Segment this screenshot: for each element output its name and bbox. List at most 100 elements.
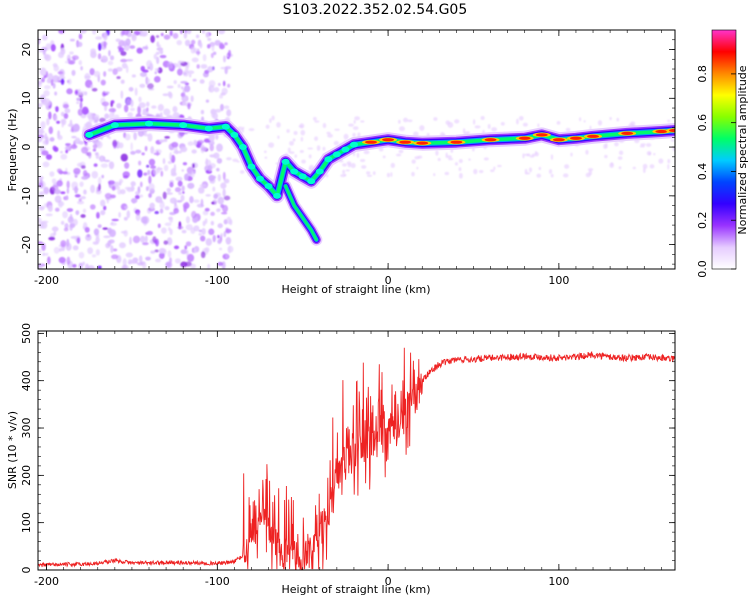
spectrogram-noise-blob (353, 119, 356, 124)
spectrogram-noise-blob (47, 256, 51, 265)
spectrogram-noise-blob (69, 51, 74, 55)
track-hotspot (552, 138, 565, 142)
spectrogram-noise-blob (156, 150, 159, 157)
spectrogram-noise-blob (142, 46, 149, 50)
spectrogram-y-axis-label: Frequency (Hz) (6, 109, 19, 192)
spectrogram-noise-blob (89, 68, 95, 76)
spectrogram-noise-blob (398, 119, 401, 124)
spectrogram-noise-blob (294, 154, 298, 158)
spectrogram-noise-blob (60, 78, 65, 85)
spectrogram-noise-blob (81, 165, 86, 169)
spectrogram-noise-blob (208, 228, 215, 236)
spectrogram-noise-blob (162, 93, 169, 97)
spectrogram-noise-blob (129, 236, 132, 245)
spectrogram-frame (37, 29, 676, 270)
spectrogram-noise-blob (154, 211, 159, 215)
spectrogram-noise-blob (667, 163, 670, 170)
spectrogram-noise-blob (173, 245, 180, 250)
spectrogram-noise-blob (159, 139, 165, 143)
spectrogram-noise-blob (213, 193, 219, 199)
spectrogram-noise-blob (63, 103, 69, 109)
spectrogram-noise-blob (58, 248, 63, 252)
spectrogram-noise-blob (480, 115, 485, 121)
spectrogram-noise-blob (67, 216, 74, 224)
spectrogram-noise-blob (145, 256, 151, 261)
spectrogram-noise-blob (181, 95, 189, 103)
spectrogram-noise-blob (146, 230, 153, 236)
spectrogram-noise-blob (126, 187, 133, 192)
spectrogram-noise-blob (100, 163, 108, 168)
spectrogram-noise-blob (199, 79, 205, 84)
spectrogram-noise-blob (60, 220, 65, 225)
spectrogram-noise-blob (639, 144, 645, 148)
spectrogram-noise-blob (214, 39, 221, 46)
track-hotspot (621, 131, 634, 136)
spectrogram-noise-blob (64, 222, 69, 229)
spectrogram-y-ticks: 20 10 0 -10 -20 (20, 29, 675, 265)
spectrogram-noise-blob (411, 159, 416, 164)
spectrogram-noise-blob (108, 49, 111, 57)
spectrogram-noise-blob (221, 211, 228, 215)
track-blob (273, 192, 282, 199)
spectrogram-noise-blob (180, 146, 188, 153)
spectrogram-y-tick-label: -10 (20, 187, 33, 205)
spectrogram-noise-blob (497, 164, 502, 168)
spectrogram-noise-blob (125, 38, 131, 46)
spectrogram-noise-blob (158, 247, 166, 254)
track-hotspot (399, 140, 412, 144)
spectrogram-noise-blob (200, 198, 204, 207)
spectrogram-noise-blob (219, 43, 225, 50)
chart-title: S103.2022.352.02.54.G05 (283, 2, 468, 18)
snr-y-tick-label: 0 (20, 567, 33, 574)
spectrogram-noise-blob (487, 123, 491, 129)
spectrogram-noise-blob (169, 182, 174, 188)
spectrogram-noise-blob (248, 128, 255, 132)
spectrogram-noise-blob (352, 132, 356, 138)
colorbar-ramp (711, 29, 737, 270)
track-blob (281, 158, 290, 165)
spectrogram-noise-blob (149, 202, 155, 209)
spectrogram-noise-blob (133, 132, 137, 141)
spectrogram-noise-blob (88, 151, 92, 159)
spectrogram-noise-blob (94, 152, 99, 156)
spectrogram-noise-blob (104, 193, 112, 199)
spectrogram-noise-blob (188, 73, 192, 78)
track-blob (341, 146, 350, 153)
spectrogram-noise-blob (38, 134, 45, 138)
spectrogram-noise-blob (139, 181, 143, 188)
spectrogram-noise-blob (111, 186, 116, 191)
track-hotspot (450, 140, 463, 144)
spectrogram-noise-blob (148, 193, 152, 198)
spectrogram-noise-blob (144, 235, 148, 243)
spectrogram-noise-blob (186, 30, 192, 35)
spectrogram-noise-blob (314, 136, 319, 141)
spectrogram-noise-blob (45, 252, 49, 257)
spectrogram-noise-blob (176, 39, 182, 46)
spectrogram-noise-blob (366, 171, 371, 175)
spectrogram-noise-blob (125, 65, 129, 74)
spectrogram-noise-blob (79, 181, 84, 187)
spectrogram-noise-blob (101, 174, 105, 179)
spectrogram-noise-blob (100, 209, 106, 216)
spectrogram-noise-blob (78, 60, 83, 66)
spectrogram-noise-blob (220, 182, 227, 189)
spectrogram-noise-blob (91, 254, 97, 258)
spectrogram-noise-blob (217, 261, 224, 267)
spectrogram-noise-blob (53, 114, 58, 122)
spectrogram-noise-blob (587, 168, 594, 172)
spectrogram-noise-blob (109, 55, 115, 61)
spectrogram-noise-blob (178, 191, 182, 196)
spectrogram-noise-blob (214, 108, 222, 113)
spectrogram-noise-blob (52, 75, 60, 83)
spectrogram-noise-blob (92, 148, 97, 152)
spectrogram-noise-blob (462, 128, 466, 134)
spectrogram-noise-blob (70, 144, 78, 150)
spectrogram-noise-blob (207, 66, 214, 73)
spectrogram-noise-blob (186, 253, 195, 262)
spectrogram-noise-blob (217, 196, 225, 205)
track-blob (221, 123, 230, 130)
spectrogram-noise-blob (225, 236, 232, 245)
spectrogram-noise-blob (45, 154, 53, 160)
spectrogram-noise-blob (212, 112, 218, 120)
spectrogram-noise-blob (223, 55, 226, 63)
